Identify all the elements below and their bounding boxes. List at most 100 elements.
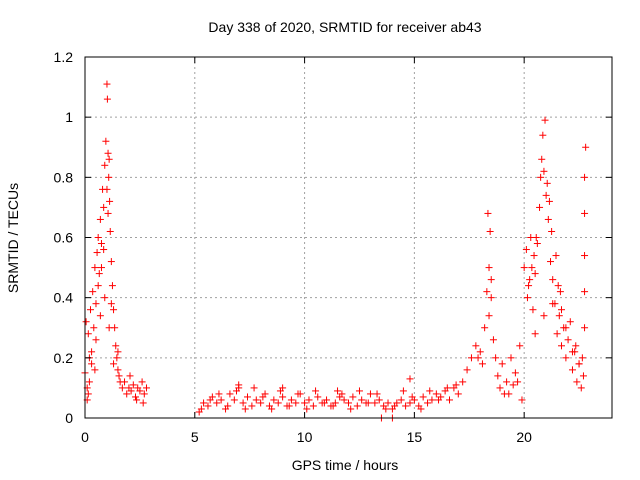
data-points — [81, 80, 590, 422]
data-point — [349, 393, 357, 401]
data-point — [127, 387, 135, 395]
data-point — [540, 312, 548, 320]
data-point — [484, 209, 492, 217]
data-point — [486, 227, 494, 235]
data-point — [259, 393, 267, 401]
data-point — [338, 390, 346, 398]
data-point — [108, 282, 116, 290]
data-point — [581, 324, 589, 332]
data-point — [487, 276, 495, 284]
data-point — [483, 288, 491, 296]
data-point — [104, 149, 112, 157]
data-point — [452, 381, 460, 389]
data-point — [230, 396, 238, 404]
y-tick-label: 1.2 — [54, 49, 74, 65]
data-point — [142, 384, 150, 392]
data-point — [366, 390, 374, 398]
data-point — [204, 402, 212, 410]
data-point — [402, 402, 410, 410]
y-tick-label: 0.2 — [54, 350, 74, 366]
data-point — [578, 354, 586, 362]
data-point — [454, 390, 462, 398]
data-point — [530, 252, 538, 260]
data-point — [566, 318, 574, 326]
data-point — [525, 282, 533, 290]
data-point — [573, 378, 581, 386]
data-point — [397, 396, 405, 404]
data-point — [492, 354, 500, 362]
data-point — [459, 378, 467, 386]
data-point — [250, 384, 258, 392]
data-point — [568, 348, 576, 356]
data-point — [91, 366, 99, 374]
data-point — [575, 360, 583, 368]
data-point — [543, 179, 551, 187]
data-point — [582, 143, 590, 151]
data-point — [345, 399, 352, 407]
data-point — [107, 258, 115, 266]
data-point — [485, 264, 493, 272]
data-point — [257, 399, 265, 407]
data-point — [531, 270, 539, 278]
data-point — [123, 390, 131, 398]
data-point — [481, 324, 489, 332]
data-point — [105, 155, 113, 163]
data-point — [287, 396, 295, 404]
data-point — [355, 387, 363, 395]
data-point — [545, 197, 553, 205]
data-point — [552, 252, 560, 260]
data-point — [100, 246, 108, 254]
data-point — [581, 173, 589, 181]
data-point — [522, 246, 530, 254]
data-point — [268, 405, 276, 413]
data-point — [505, 390, 513, 398]
data-point — [467, 354, 475, 362]
data-point — [406, 375, 414, 383]
data-point — [329, 402, 337, 410]
data-point — [498, 360, 506, 368]
data-point — [518, 396, 526, 404]
axis-ticks: 0 5 10 15 20 0 0.2 0.4 0.6 0.8 1 1.2 — [54, 49, 612, 445]
data-point — [572, 342, 580, 350]
data-point — [252, 396, 260, 404]
data-point — [112, 342, 120, 350]
data-point — [90, 324, 98, 332]
data-point — [541, 116, 549, 124]
data-point — [581, 288, 589, 296]
data-point — [537, 173, 545, 181]
data-point — [110, 360, 118, 368]
x-tick-label: 10 — [297, 429, 313, 445]
data-point — [104, 209, 112, 217]
data-point — [312, 387, 320, 395]
data-point — [92, 300, 100, 308]
data-point — [509, 381, 517, 389]
data-point — [514, 378, 522, 386]
data-point — [489, 336, 497, 344]
data-point — [549, 300, 557, 308]
data-point — [217, 396, 225, 404]
y-tick-label: 0 — [65, 410, 73, 426]
data-point — [105, 173, 113, 181]
data-point — [371, 399, 379, 407]
data-point — [309, 402, 317, 410]
y-tick-label: 1 — [65, 109, 73, 125]
data-point — [107, 300, 115, 308]
data-point — [110, 306, 118, 314]
data-point — [533, 240, 541, 248]
data-point — [241, 405, 249, 413]
data-point — [84, 330, 92, 338]
data-point — [115, 372, 123, 380]
data-point — [562, 324, 570, 332]
data-point — [114, 366, 122, 374]
data-point — [547, 258, 555, 266]
y-tick-label: 0.8 — [54, 169, 74, 185]
data-point — [523, 294, 531, 302]
data-point — [516, 342, 524, 350]
data-point — [93, 249, 101, 257]
data-point — [364, 399, 372, 407]
data-point — [106, 197, 114, 205]
data-point — [301, 399, 309, 407]
y-axis-label: SRMTID / TECUs — [5, 183, 21, 293]
data-point — [529, 306, 537, 314]
data-point — [520, 264, 528, 272]
